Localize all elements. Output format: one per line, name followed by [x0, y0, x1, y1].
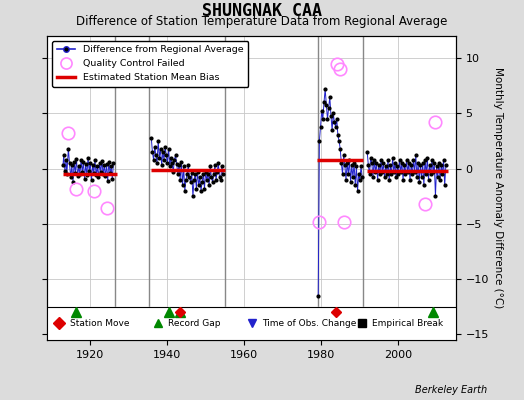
Y-axis label: Monthly Temperature Anomaly Difference (°C): Monthly Temperature Anomaly Difference (… [493, 67, 503, 309]
Legend: Difference from Regional Average, Quality Control Failed, Estimated Station Mean: Difference from Regional Average, Qualit… [52, 41, 248, 87]
Text: Berkeley Earth: Berkeley Earth [415, 385, 487, 395]
Text: Station Move: Station Move [70, 319, 129, 328]
Text: SHUNGNAK CAA: SHUNGNAK CAA [202, 2, 322, 20]
Text: Empirical Break: Empirical Break [372, 319, 443, 328]
Text: Record Gap: Record Gap [168, 319, 220, 328]
Text: Difference of Station Temperature Data from Regional Average: Difference of Station Temperature Data f… [77, 15, 447, 28]
Text: Time of Obs. Change: Time of Obs. Change [262, 319, 356, 328]
